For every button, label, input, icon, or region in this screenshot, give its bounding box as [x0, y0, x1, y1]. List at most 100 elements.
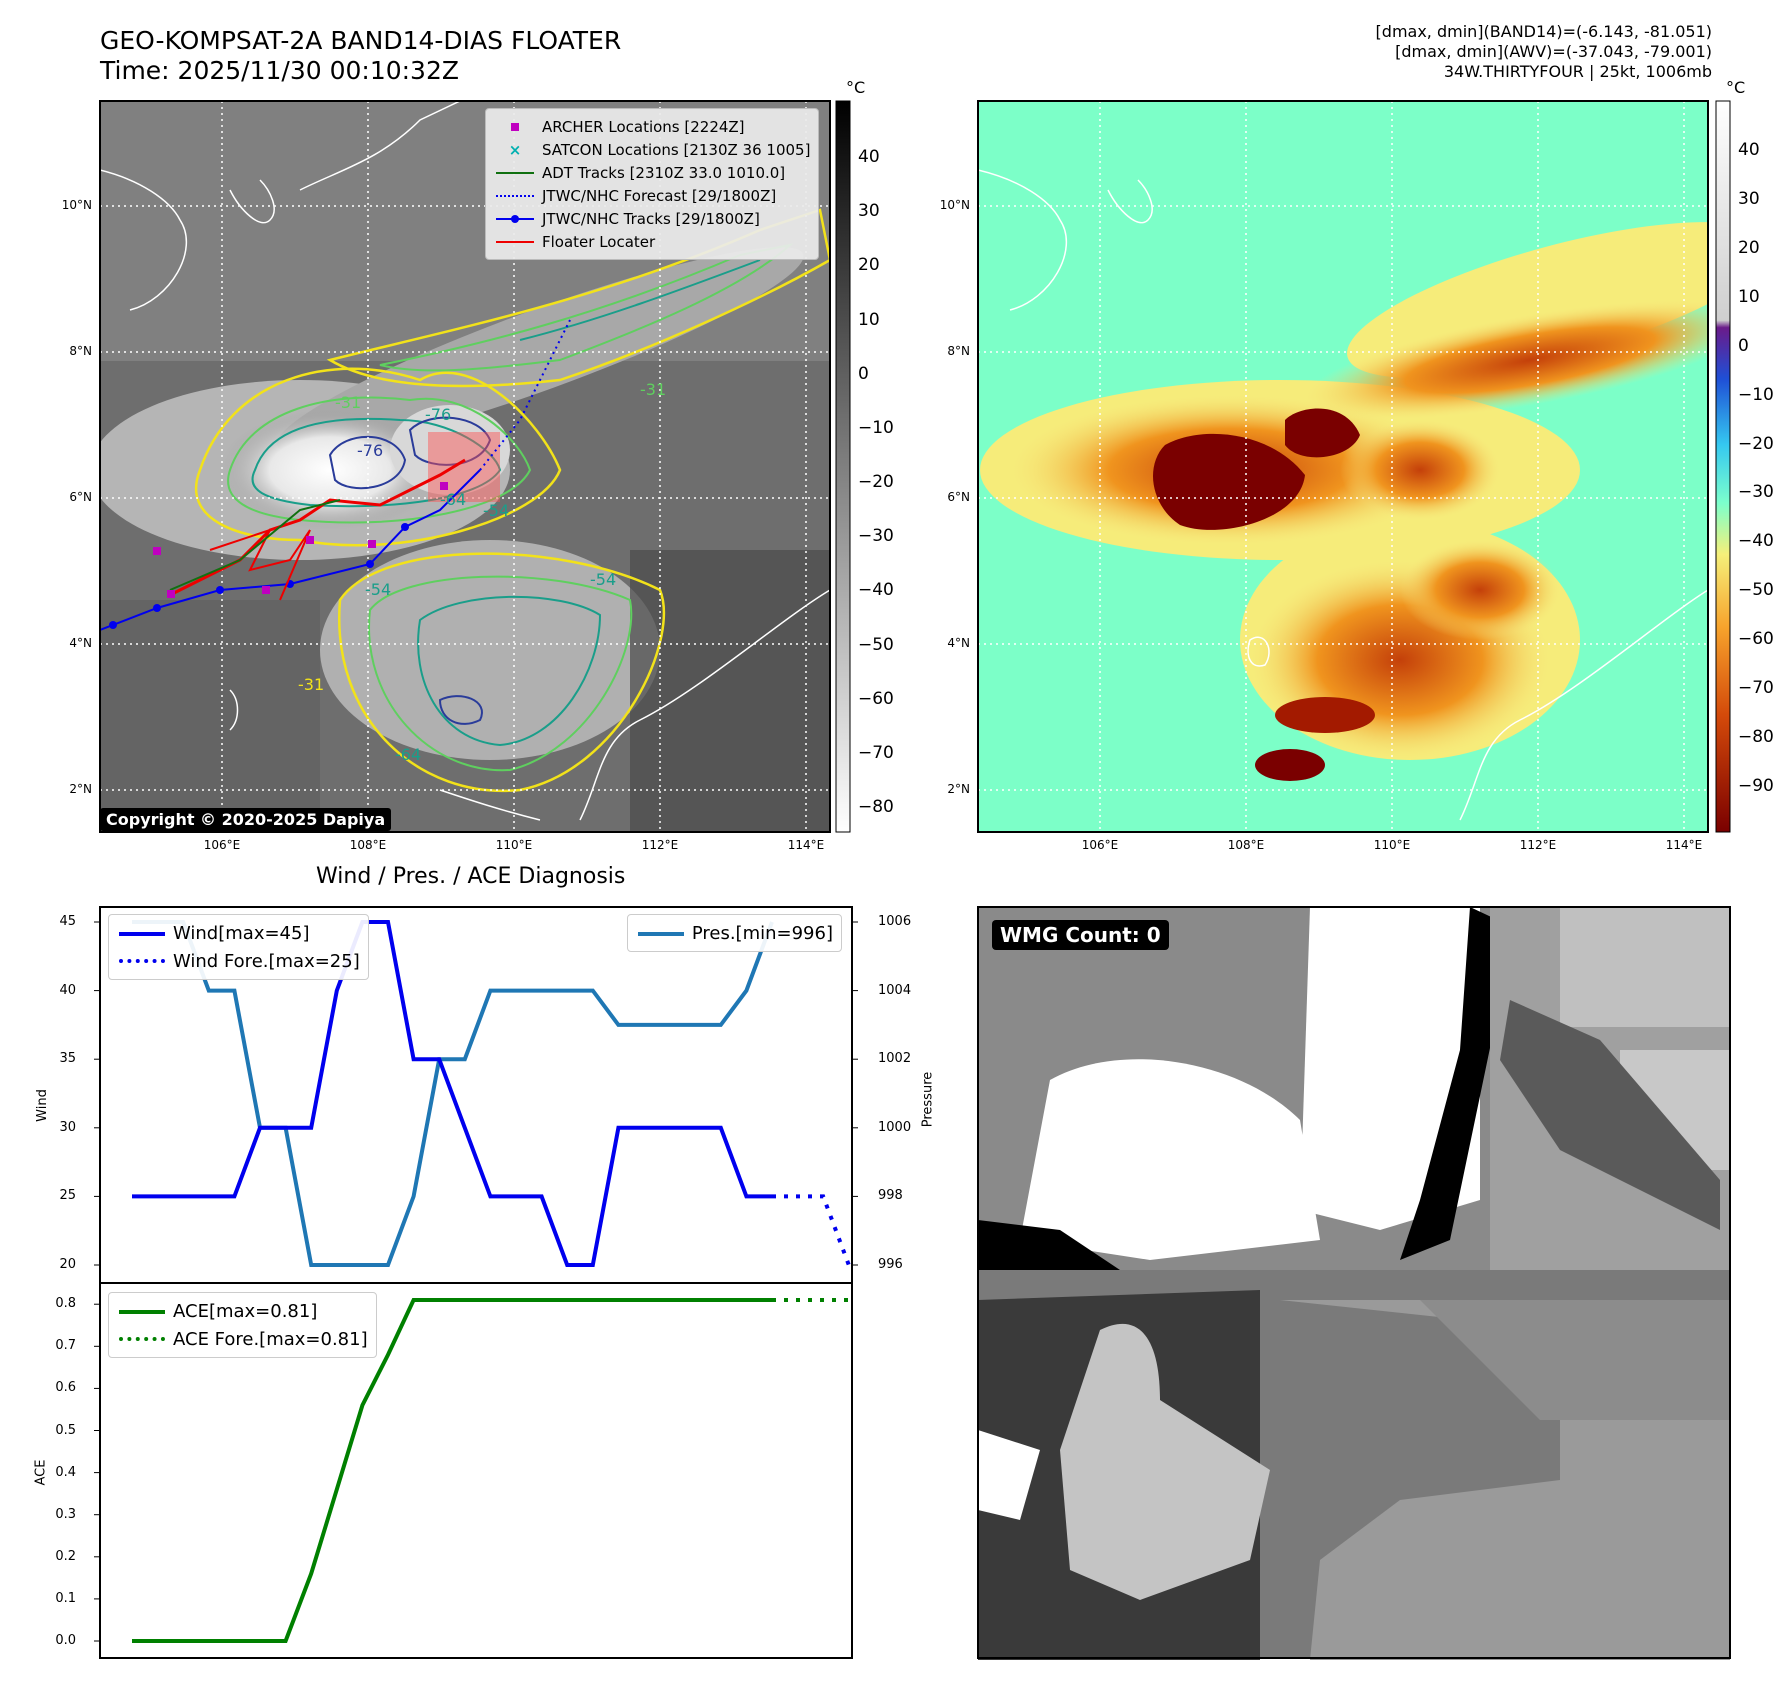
lon-tick-label: 114°E — [787, 838, 825, 852]
ace-tick-label: 0.1 — [55, 1590, 76, 1606]
ir-colorbar-tick: −20 — [858, 472, 894, 492]
copyright-badge: Copyright © 2020-2025 Dapiya — [100, 808, 392, 831]
contour-label: -31 — [298, 675, 324, 694]
line-icon — [117, 925, 167, 941]
legend-label: JTWC/NHC Forecast [29/1800Z] — [542, 186, 777, 205]
ace-tick-label: 0.6 — [55, 1380, 76, 1396]
awv-colorbar — [1715, 100, 1731, 833]
ace-tick-label: 0.4 — [55, 1464, 76, 1480]
pressure-tick-label: 1006 — [878, 914, 912, 929]
ace-tick-label: 0.2 — [55, 1548, 76, 1564]
legend-adt: ADT Tracks [2310Z 33.0 1010.0] — [494, 161, 810, 184]
stats-line-2: [dmax, dmin](AWV)=(-37.043, -79.001) — [1395, 42, 1712, 61]
wind-forecast-series-line — [772, 1194, 851, 1266]
contour-label: -76 — [357, 441, 383, 460]
line-icon — [494, 165, 536, 181]
contour-label: -76 — [425, 405, 451, 424]
lat-tick-label: 6°N — [947, 490, 970, 504]
pressure-legend: Pres.[min=996] — [626, 914, 842, 952]
wind-tick-label: 20 — [59, 1257, 76, 1272]
legend-label: JTWC/NHC Tracks [29/1800Z] — [542, 209, 760, 228]
awv-colorbar-tick: 30 — [1738, 188, 1760, 209]
wmg-count-badge: WMG Count: 0 — [992, 920, 1169, 950]
lat-tick-label: 10°N — [61, 198, 92, 212]
legend-label: ARCHER Locations [2224Z] — [542, 117, 745, 136]
lon-tick-label: 112°E — [1519, 838, 1557, 852]
ir-colorbar-tick: −70 — [858, 742, 894, 763]
x-marker-icon: × — [508, 140, 522, 159]
line-icon — [494, 234, 536, 250]
ir-colorbar-tick: −60 — [858, 688, 894, 709]
awv-map — [978, 101, 1708, 832]
ir-colorbar-tick: −80 — [858, 797, 894, 817]
lat-tick-label: 8°N — [69, 344, 92, 358]
awv-colorbar-tick: 20 — [1738, 237, 1760, 258]
ace-legend: ACE[max=0.81] ACE Fore.[max=0.81] — [108, 1292, 377, 1358]
legend-pressure: Pres.[min=996] — [636, 919, 833, 947]
wmg-frame — [977, 906, 1731, 1659]
contour-label: -54 — [590, 570, 616, 589]
wind-tick-label: 40 — [59, 982, 76, 998]
ir-colorbar-tick: −10 — [858, 417, 894, 438]
pressure-series-line — [132, 920, 774, 1267]
legend-ace-forecast: ACE Fore.[max=0.81] — [117, 1325, 368, 1353]
stats-block: [dmax, dmin](BAND14)=(-6.143, -81.051) [… — [1376, 22, 1712, 82]
ir-colorbar-tick: −40 — [858, 580, 894, 601]
ir-colorbar-tick: −30 — [858, 526, 894, 547]
awv-colorbar-tick: −80 — [1738, 727, 1774, 748]
pressure-tick-label: 1000 — [878, 1119, 912, 1135]
wind-tick-label: 30 — [59, 1119, 76, 1135]
wind-axis-label: Wind — [34, 1089, 50, 1122]
legend-wind: Wind[max=45] — [117, 919, 360, 947]
ace-tick-label: 0.3 — [55, 1506, 76, 1522]
lon-tick-label: 108°E — [1227, 838, 1265, 852]
contour-label: -31 — [640, 380, 666, 399]
lat-tick-label: 2°N — [947, 782, 970, 796]
ir-colorbar-tick: 20 — [858, 255, 880, 276]
awv-colorbar-tick: 40 — [1738, 140, 1760, 160]
contour-label: -54 — [483, 501, 509, 520]
awv-colorbar-tick: −90 — [1738, 776, 1774, 796]
square-marker-icon — [494, 119, 536, 135]
lat-tick-label: 4°N — [69, 636, 92, 650]
awv-map-frame — [977, 100, 1709, 833]
contour-label: -54 — [365, 580, 391, 599]
awv-colorbar-tick: −50 — [1738, 580, 1774, 601]
awv-colorbar-tick: −20 — [1738, 433, 1774, 454]
lon-tick-label: 110°E — [495, 838, 533, 852]
lat-tick-label: 8°N — [947, 344, 970, 358]
ir-legend: ARCHER Locations [2224Z] × SATCON Locati… — [485, 108, 820, 260]
wmg-panel — [978, 907, 1730, 1660]
ace-tick-label: 0.5 — [55, 1422, 76, 1438]
legend-label: Floater Locater — [542, 232, 656, 251]
awv-colorbar-tick: 10 — [1738, 286, 1760, 307]
lon-tick-label: 106°E — [203, 838, 241, 852]
lat-tick-label: 6°N — [69, 490, 92, 504]
lat-tick-label: 4°N — [947, 636, 970, 650]
ir-colorbar — [835, 100, 851, 833]
ace-tick-label: 0.8 — [55, 1296, 76, 1312]
contour-label: -64 — [395, 745, 421, 764]
stats-line-1: [dmax, dmin](BAND14)=(-6.143, -81.051) — [1375, 22, 1712, 41]
ir-colorbar-tick: 30 — [858, 201, 880, 222]
awv-colorbar-tick: −70 — [1738, 678, 1774, 699]
pressure-tick-label: 1004 — [878, 982, 912, 998]
ir-colorbar-unit: °C — [846, 78, 866, 97]
wind-legend: Wind[max=45] Wind Fore.[max=25] — [108, 914, 369, 980]
wind-series-line — [132, 920, 772, 1267]
legend-wind-forecast: Wind Fore.[max=25] — [117, 947, 360, 975]
title-line-2: Time: 2025/11/30 00:10:32Z — [100, 56, 459, 85]
figure-title: GEO-KOMPSAT-2A BAND14-DIAS FLOATER Time:… — [100, 26, 621, 86]
awv-colorbar-unit: °C — [1726, 78, 1746, 97]
legend-label: Wind[max=45] — [173, 922, 310, 944]
legend-label: SATCON Locations [2130Z 36 1005] — [542, 140, 811, 159]
legend-label: ACE Fore.[max=0.81] — [173, 1328, 368, 1350]
ir-colorbar-tick: 0 — [858, 363, 869, 384]
legend-label: Pres.[min=996] — [691, 922, 833, 944]
contour-label: -31 — [335, 393, 361, 412]
legend-floater: Floater Locater — [494, 230, 810, 253]
ir-map-frame — [99, 100, 831, 833]
legend-archer: ARCHER Locations [2224Z] — [494, 115, 810, 138]
pressure-axis-label: Pressure — [920, 1071, 936, 1128]
